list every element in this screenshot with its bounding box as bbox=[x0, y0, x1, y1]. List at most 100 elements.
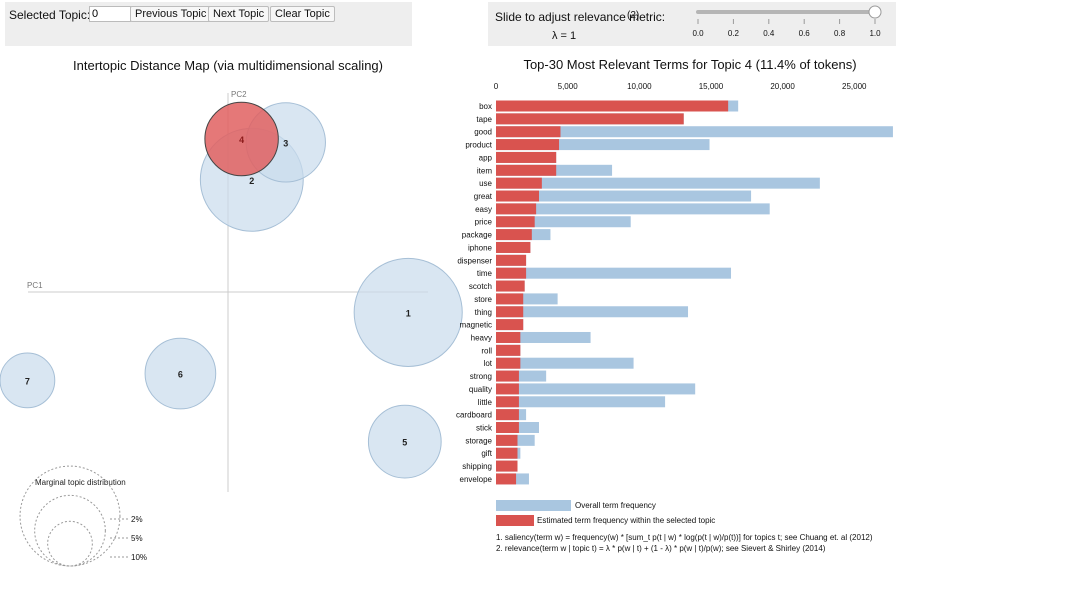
bar-estimated-price[interactable] bbox=[496, 216, 535, 228]
bar-estimated-lot[interactable] bbox=[496, 357, 521, 369]
term-label[interactable]: quality bbox=[469, 385, 492, 394]
topic-circle-1[interactable] bbox=[353, 257, 463, 367]
term-label[interactable]: time bbox=[477, 269, 493, 278]
topic-circle-7[interactable] bbox=[0, 352, 56, 409]
bar-overall-thing[interactable] bbox=[496, 306, 689, 318]
bar-overall-use[interactable] bbox=[496, 177, 820, 189]
legend-overall-label: Overall term frequency bbox=[575, 501, 656, 510]
bar-estimated-use[interactable] bbox=[496, 177, 542, 189]
selected-topic-input[interactable] bbox=[89, 6, 131, 22]
bar-estimated-time[interactable] bbox=[496, 267, 527, 279]
term-label[interactable]: product bbox=[465, 141, 492, 150]
term-label[interactable]: envelope bbox=[460, 475, 493, 484]
term-label[interactable]: strong bbox=[470, 372, 492, 381]
term-label[interactable]: iphone bbox=[468, 243, 493, 252]
term-label[interactable]: app bbox=[479, 153, 493, 162]
x-tick-label: 25,000 bbox=[842, 82, 867, 91]
bar-estimated-little[interactable] bbox=[496, 396, 519, 408]
bar-estimated-dispenser[interactable] bbox=[496, 254, 527, 266]
bar-estimated-quality[interactable] bbox=[496, 383, 519, 395]
bar-estimated-shipping[interactable] bbox=[496, 460, 518, 472]
bar-overall-easy[interactable] bbox=[496, 203, 770, 215]
term-label[interactable]: dispenser bbox=[457, 256, 492, 265]
lambda-slider[interactable]: 0.0 0.2 0.4 0.6 0.8 1.0 bbox=[488, 2, 896, 46]
mds-title: Intertopic Distance Map (via multidimens… bbox=[73, 58, 383, 73]
bar-estimated-good[interactable] bbox=[496, 126, 561, 138]
bar-overall-great[interactable] bbox=[496, 190, 752, 202]
term-label[interactable]: thing bbox=[475, 308, 492, 317]
bar-overall-little[interactable] bbox=[496, 396, 666, 408]
term-label[interactable]: store bbox=[474, 295, 492, 304]
x-tick-label: 20,000 bbox=[770, 82, 795, 91]
term-label[interactable]: great bbox=[474, 192, 493, 201]
bar-overall-heavy[interactable] bbox=[496, 331, 591, 343]
term-label[interactable]: lot bbox=[484, 359, 493, 368]
term-label[interactable]: scotch bbox=[469, 282, 492, 291]
term-label[interactable]: heavy bbox=[471, 333, 492, 342]
term-label[interactable]: use bbox=[479, 179, 492, 188]
bar-overall-store[interactable] bbox=[496, 293, 558, 305]
bar-estimated-app[interactable] bbox=[496, 151, 557, 163]
previous-topic-button[interactable]: Previous Topic bbox=[130, 6, 212, 22]
bar-overall-strong[interactable] bbox=[496, 370, 547, 382]
bar-estimated-strong[interactable] bbox=[496, 370, 519, 382]
bar-overall-product[interactable] bbox=[496, 139, 710, 151]
bar-estimated-great[interactable] bbox=[496, 190, 539, 202]
slider-tick-label: 0.4 bbox=[763, 29, 775, 38]
term-label[interactable]: gift bbox=[481, 449, 492, 458]
slider-handle[interactable] bbox=[868, 5, 882, 19]
bar-estimated-roll[interactable] bbox=[496, 344, 521, 356]
bar-overall-time[interactable] bbox=[496, 267, 732, 279]
term-label[interactable]: stick bbox=[476, 424, 493, 433]
term-label[interactable]: little bbox=[478, 398, 493, 407]
bar-overall-price[interactable] bbox=[496, 216, 631, 228]
next-topic-button[interactable]: Next Topic bbox=[208, 6, 270, 22]
marginal-legend-circle bbox=[47, 520, 93, 567]
term-label[interactable]: item bbox=[477, 166, 492, 175]
bar-overall-good[interactable] bbox=[496, 126, 893, 138]
bar-estimated-store[interactable] bbox=[496, 293, 524, 305]
bar-estimated-gift[interactable] bbox=[496, 447, 518, 459]
term-label[interactable]: price bbox=[475, 218, 493, 227]
term-label[interactable]: package bbox=[462, 231, 493, 240]
bar-estimated-box[interactable] bbox=[496, 100, 729, 112]
term-label[interactable]: tape bbox=[476, 115, 492, 124]
bar-chart-title: Top-30 Most Relevant Terms for Topic 4 (… bbox=[523, 57, 856, 72]
topic-controls: Selected Topic: Previous Topic Next Topi… bbox=[5, 2, 412, 46]
bar-estimated-magnetic[interactable] bbox=[496, 319, 524, 331]
topic-label-6: 6 bbox=[178, 370, 183, 380]
x-tick-label: 5,000 bbox=[558, 82, 579, 91]
bar-estimated-envelope[interactable] bbox=[496, 473, 517, 485]
marginal-legend-circle bbox=[34, 494, 106, 567]
term-label[interactable]: shipping bbox=[462, 462, 492, 471]
term-label[interactable]: good bbox=[474, 128, 492, 137]
term-label[interactable]: magnetic bbox=[460, 321, 492, 330]
term-label[interactable]: roll bbox=[481, 346, 492, 355]
bar-estimated-storage[interactable] bbox=[496, 434, 518, 446]
bar-estimated-scotch[interactable] bbox=[496, 280, 525, 292]
pc1-axis-label: PC1 bbox=[27, 281, 43, 290]
x-tick-label: 0 bbox=[494, 82, 499, 91]
term-label[interactable]: storage bbox=[465, 436, 492, 445]
bar-estimated-stick[interactable] bbox=[496, 422, 519, 433]
slider-label: Slide to adjust relevance metric: bbox=[495, 10, 666, 24]
bar-estimated-easy[interactable] bbox=[496, 203, 537, 215]
bar-estimated-product[interactable] bbox=[496, 139, 560, 151]
saliency-footnote: 1. saliency(term w) = frequency(w) * [su… bbox=[496, 533, 873, 542]
bar-estimated-item[interactable] bbox=[496, 164, 557, 176]
topic-circle-4[interactable] bbox=[204, 101, 279, 177]
term-label[interactable]: box bbox=[479, 102, 492, 111]
bar-estimated-tape[interactable] bbox=[496, 113, 684, 125]
topic-circle-5[interactable] bbox=[367, 404, 442, 479]
bar-estimated-package[interactable] bbox=[496, 229, 532, 241]
term-label[interactable]: easy bbox=[475, 205, 492, 214]
bar-estimated-iphone[interactable] bbox=[496, 241, 531, 253]
bar-estimated-thing[interactable] bbox=[496, 306, 524, 318]
bar-estimated-cardboard[interactable] bbox=[496, 409, 519, 421]
bar-overall-lot[interactable] bbox=[496, 357, 634, 369]
topic-circle-6[interactable] bbox=[144, 337, 217, 410]
clear-topic-button[interactable]: Clear Topic bbox=[270, 6, 335, 22]
bar-overall-quality[interactable] bbox=[496, 383, 696, 395]
bar-estimated-heavy[interactable] bbox=[496, 331, 521, 343]
term-label[interactable]: cardboard bbox=[456, 411, 492, 420]
